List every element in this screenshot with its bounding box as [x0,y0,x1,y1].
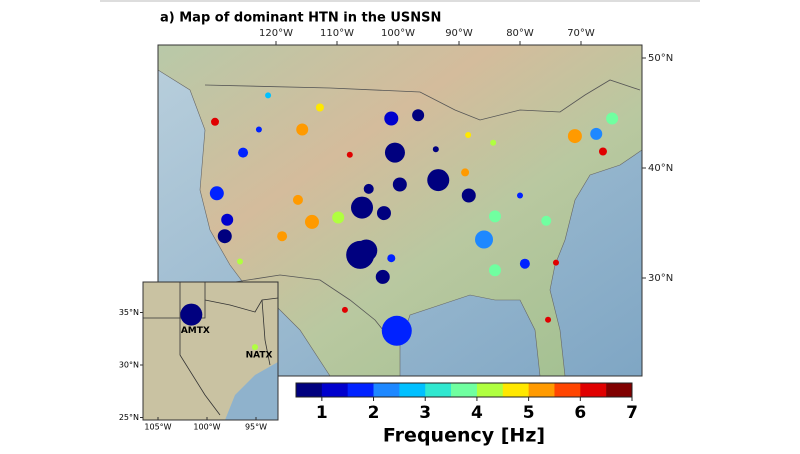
station [384,111,399,126]
station [381,315,412,346]
station [519,258,530,269]
station [465,132,472,138]
colorbar-tick-label: 1 [316,403,328,423]
station [490,139,497,146]
border [204,79,641,121]
station [475,230,494,249]
station [376,206,391,221]
station [341,306,348,313]
map-frame [157,44,643,377]
station [598,147,607,156]
inset-map: AMTX NATX [142,281,279,421]
colorbar-tick-label: 4 [471,403,483,423]
inset-station-label: AMTX [181,326,210,336]
station [292,194,303,205]
border [234,274,396,346]
colorbar-segment [425,383,452,397]
station [221,213,234,226]
station [427,169,450,192]
inset-station-label: NATX [246,351,273,361]
inset-station [180,303,203,326]
lon-tick-label: 80°W [506,28,534,39]
station [590,127,603,140]
station [488,264,501,277]
lon-tick-label: 70°W [567,28,595,39]
lon-tick-label: 120°W [259,28,293,39]
colorbar-tick-label: 5 [523,403,535,423]
station [517,192,523,199]
lat-tick-label: 30°N [648,273,673,284]
colorbar-segment [296,383,323,397]
station [237,258,244,265]
station [315,103,324,112]
station [606,112,619,125]
colorbar-segment [399,383,426,397]
station [541,215,552,226]
station [346,151,353,158]
station [296,123,309,136]
inset-station [252,344,259,351]
map-title: a) Map of dominant HTN in the USNSN [160,11,441,26]
colorbar-segment [580,383,607,397]
station [217,229,232,244]
lat-tick-label: 40°N [648,163,673,174]
station [265,92,272,99]
inset-lon-tick-label: 100°W [193,423,220,432]
station [432,146,439,153]
station [384,142,405,163]
inset-frame [142,281,279,421]
lon-tick-label: 110°W [320,28,354,39]
colorbar-segment [502,383,529,397]
colorbar-tick-label: 7 [626,403,638,423]
colorbar-tick-label: 6 [574,403,586,423]
station [461,188,476,203]
station [211,117,219,126]
station [412,109,425,122]
colorbar-segment [554,383,581,397]
inset-lon-tick-label: 95°W [245,423,267,432]
inset-lat-tick-label: 35°N [119,308,139,317]
station [392,177,407,192]
lon-tick-label: 90°W [445,28,473,39]
main-map [157,44,643,377]
inset-lon-tick-label: 105°W [144,423,171,432]
station [255,126,262,133]
station [488,210,501,223]
station [209,186,224,201]
station [238,147,249,158]
station [567,129,582,144]
station [545,316,552,323]
colorbar-segment [347,383,374,397]
colorbar-label: Frequency [Hz] [383,425,545,447]
colorbar-segment [321,383,348,397]
station [355,239,378,262]
station [363,183,374,194]
colorbar-segment [606,383,633,397]
station [375,269,390,284]
inset-lat-tick-label: 25°N [119,413,139,422]
station [461,168,470,177]
colorbar-tick-label: 2 [368,403,380,423]
colorbar-segment [476,383,504,397]
station [552,259,559,266]
inset-gulf [225,362,278,420]
lon-tick-label: 100°W [381,28,415,39]
colorbar-segment [528,383,555,397]
colorbar-frame [295,382,633,398]
station [351,196,374,219]
station [332,211,345,224]
border [204,297,279,313]
lat-tick-label: 50°N [648,53,673,64]
station [277,231,288,242]
station [304,214,319,229]
border [261,299,271,366]
colorbar-tick-label: 3 [419,403,431,423]
station [387,254,396,263]
land [157,44,643,377]
colorbar-segment [373,383,400,397]
colorbar-segment [451,383,478,397]
border [143,317,221,416]
inset-lat-tick-label: 30°N [119,361,139,370]
